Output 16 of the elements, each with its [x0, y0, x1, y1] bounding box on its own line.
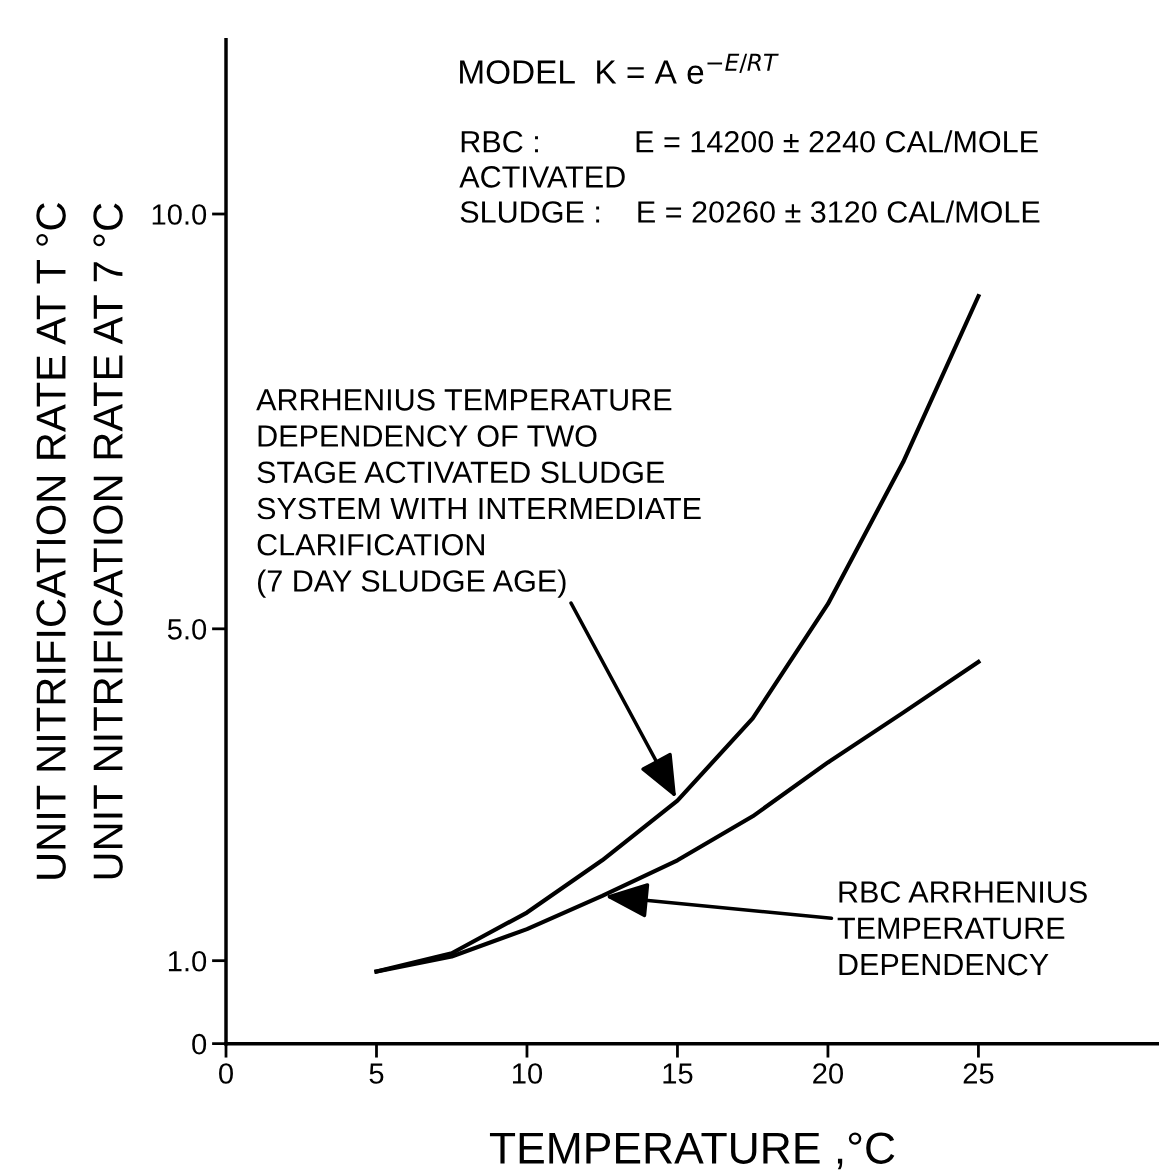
annotation: RBC : E = 14200 ± 2240 CAL/MOLE ACTIVATED SLUDGE : E = 20260 ± 3120 CAL/MOLE — [459, 130, 1040, 223]
x-tick-label: 5 — [369, 1063, 384, 1084]
x-axis-title: TEMPERATURE ,°C — [489, 1132, 895, 1170]
y-tick-label: 5.0 — [167, 619, 207, 640]
y-tick-label: 1.0 — [168, 950, 207, 972]
x-tick-label: 15 — [663, 1063, 693, 1084]
y-axis-title: UNIT NITRIFICATION RATE AT T °C UNIT NITRIFICATION RATE AT 7 °C — [36, 203, 123, 879]
chart-title: MODEL K = A e$^{−E/RT}$ — [460, 53, 779, 84]
x-tick-label: 25 — [963, 1063, 994, 1084]
x-tick-label: 0 — [219, 1063, 233, 1084]
x-tick-label: 10 — [512, 1063, 543, 1084]
y-tick-label: 10.0 — [152, 204, 207, 225]
x-tick-label: 20 — [813, 1063, 844, 1084]
annotation: ARRHENIUS TEMPERATURE DEPENDENCY OF TWO STAGE ACTIVATED SLUDGE SYSTEM WITH INTERMEDIATE CLARIFICATION (7 DAY SLUDGE AGE) — [256, 389, 701, 598]
y-tick-label: 0 — [192, 1033, 207, 1055]
annotation: RBC ARRHENIUS TEMPERATURE DEPENDENCY — [837, 881, 1087, 976]
